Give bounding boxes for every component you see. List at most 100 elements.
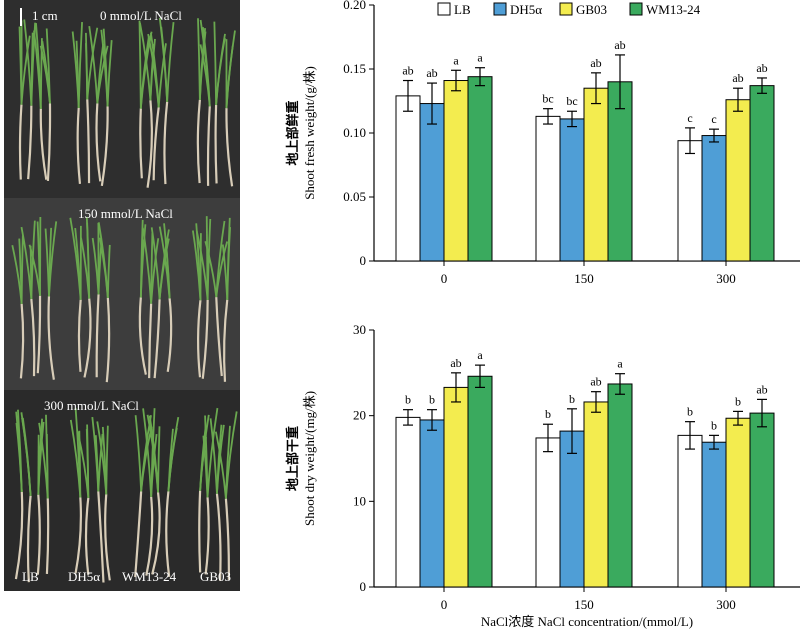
root-mark bbox=[145, 496, 154, 576]
x-tick-label: 150 bbox=[574, 597, 594, 612]
bar bbox=[725, 99, 751, 262]
root-mark bbox=[166, 298, 173, 373]
legend-swatch bbox=[493, 2, 507, 16]
significance-label: ab bbox=[614, 38, 625, 52]
y-tick-label: 0.10 bbox=[343, 125, 366, 140]
leaf-mark bbox=[21, 417, 32, 496]
root-mark bbox=[36, 295, 42, 374]
bar bbox=[559, 430, 585, 588]
leaf-mark bbox=[221, 244, 229, 300]
root-mark bbox=[139, 108, 143, 179]
legend-label: LB bbox=[454, 2, 471, 17]
y-axis-label-cn: 地上部鲜重 bbox=[285, 100, 300, 165]
root-mark bbox=[225, 108, 234, 187]
leaf-mark bbox=[44, 228, 50, 297]
leaf-mark bbox=[96, 45, 109, 104]
root-mark bbox=[215, 297, 223, 377]
root-mark bbox=[74, 497, 82, 574]
root-mark bbox=[204, 497, 210, 575]
seedling-illustration bbox=[11, 216, 232, 383]
legend-label: GB03 bbox=[576, 2, 607, 17]
leaf-mark bbox=[158, 229, 170, 300]
seedling-photo-panel: 1 cm 0 mmol/L NaCl 150 mmol/L NaCl 300 m… bbox=[4, 0, 240, 591]
root-mark bbox=[83, 298, 92, 378]
x-axis-label: NaCl浓度 NaCl concentration/(mmol/L) bbox=[481, 614, 693, 629]
root-mark bbox=[27, 105, 33, 180]
bar bbox=[467, 375, 493, 588]
bar bbox=[701, 441, 727, 588]
root-mark bbox=[76, 107, 82, 184]
leaf-mark bbox=[158, 17, 169, 102]
root-mark bbox=[14, 491, 24, 580]
bar bbox=[559, 118, 585, 262]
photo-section-150mM: 150 mmol/L NaCl bbox=[4, 198, 240, 390]
significance-label: a bbox=[453, 53, 459, 67]
leaf-mark bbox=[134, 415, 143, 492]
y-tick-label: 0 bbox=[360, 579, 367, 594]
root-mark bbox=[39, 108, 48, 180]
leaf-mark bbox=[71, 31, 80, 108]
leaf-mark bbox=[214, 431, 227, 499]
leaf-mark bbox=[85, 428, 90, 498]
legend: LB DH5α GB03 WM13-24 bbox=[437, 2, 701, 17]
seedling-illustration bbox=[18, 17, 236, 188]
scale-bar bbox=[20, 8, 22, 26]
bar bbox=[607, 81, 633, 262]
root-mark bbox=[26, 495, 32, 583]
root-mark bbox=[97, 491, 105, 583]
significance-label: ab bbox=[402, 64, 413, 78]
leaf-mark bbox=[85, 43, 89, 100]
root-mark bbox=[45, 498, 50, 575]
root-mark bbox=[104, 494, 111, 581]
bar bbox=[419, 103, 445, 262]
leaf-mark bbox=[36, 221, 41, 296]
significance-label: b bbox=[545, 407, 551, 421]
significance-label: bc bbox=[566, 94, 577, 108]
root-mark bbox=[148, 303, 153, 379]
leaf-mark bbox=[206, 218, 212, 300]
leaf-mark bbox=[150, 227, 161, 300]
leaf-mark bbox=[15, 422, 23, 492]
photo-section-300mM: 300 mmol/L NaCl bbox=[4, 390, 240, 591]
root-mark bbox=[84, 497, 90, 575]
root-mark bbox=[196, 99, 201, 184]
bar bbox=[749, 85, 775, 262]
leaf-mark bbox=[141, 227, 153, 304]
leaf-mark bbox=[139, 35, 150, 109]
legend-swatch bbox=[559, 2, 573, 16]
section-label-0: 0 mmol/L NaCl bbox=[100, 8, 182, 23]
y-tick-label: 0.05 bbox=[343, 189, 366, 204]
root-mark bbox=[201, 299, 209, 379]
section-label-150: 150 mmol/L NaCl bbox=[78, 206, 173, 221]
leaf-mark bbox=[80, 237, 91, 299]
leaf-mark bbox=[206, 407, 219, 498]
bar bbox=[535, 437, 561, 588]
significance-label: ab bbox=[426, 66, 437, 80]
root-mark bbox=[165, 491, 171, 577]
x-tick-label: 300 bbox=[716, 271, 736, 286]
leaf-mark bbox=[224, 411, 238, 499]
leaf-mark bbox=[74, 407, 82, 498]
x-tick-label: 300 bbox=[716, 597, 736, 612]
significance-label: c bbox=[711, 112, 716, 126]
leaf-mark bbox=[150, 408, 156, 497]
root-mark bbox=[214, 104, 218, 184]
y-tick-label: 20 bbox=[353, 408, 366, 423]
root-mark bbox=[86, 99, 91, 184]
y-axis-label-cn: 地上部干重 bbox=[285, 426, 300, 491]
legend-label: DH5α bbox=[510, 2, 542, 17]
leaf-mark bbox=[148, 415, 159, 493]
root-mark bbox=[18, 104, 23, 180]
root-mark bbox=[77, 299, 82, 372]
y-axis-label-en: Shoot dry weight/(mg/株) bbox=[302, 391, 317, 526]
significance-label: b bbox=[711, 418, 717, 432]
strain-label-dh5a: DH5α bbox=[68, 569, 101, 584]
significance-label: ab bbox=[756, 382, 767, 396]
bar bbox=[677, 434, 703, 588]
y-tick-label: 30 bbox=[353, 322, 366, 337]
bar bbox=[395, 95, 421, 262]
root-mark bbox=[206, 106, 211, 186]
root-mark bbox=[19, 303, 25, 379]
